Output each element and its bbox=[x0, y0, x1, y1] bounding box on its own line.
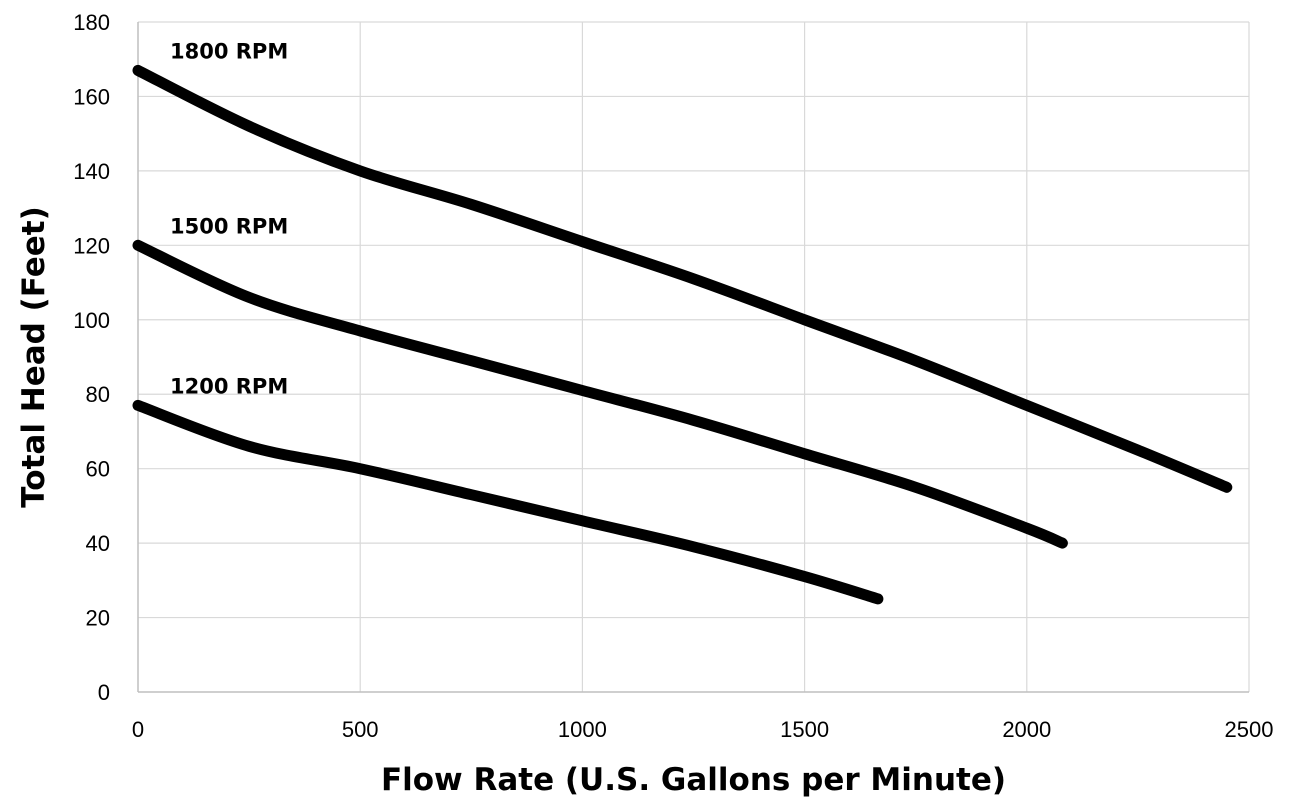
x-tick-label: 2500 bbox=[1225, 717, 1274, 742]
x-tick-label: 0 bbox=[132, 717, 144, 742]
y-tick-label: 140 bbox=[73, 159, 110, 184]
series-labels: 1800 RPM 1500 RPM 1200 RPM bbox=[170, 39, 288, 398]
gridlines bbox=[138, 21, 1250, 692]
tick-labels: 0 20 40 60 80 100 120 140 160 180 0 500 1000 1500 2000… bbox=[73, 10, 1273, 742]
series-curves bbox=[132, 64, 1233, 605]
series-label-1800-rpm: 1800 RPM bbox=[170, 39, 288, 63]
x-axis-title: Flow Rate (U.S. Gallons per Minute) bbox=[381, 762, 1006, 798]
y-tick-label: 40 bbox=[86, 531, 110, 556]
y-axis-title: Total Head (Feet) bbox=[16, 206, 52, 507]
x-tick-label: 500 bbox=[342, 717, 379, 742]
y-tick-label: 20 bbox=[86, 606, 110, 631]
x-tick-label: 1000 bbox=[558, 717, 607, 742]
y-tick-label: 100 bbox=[73, 308, 110, 333]
series-line-1200-rpm bbox=[132, 399, 884, 605]
y-tick-label: 180 bbox=[73, 10, 110, 35]
series-label-1500-rpm: 1500 RPM bbox=[170, 214, 288, 238]
x-tick-label: 2000 bbox=[1002, 717, 1051, 742]
series-line-1500-rpm bbox=[132, 239, 1068, 549]
series-line-1800-rpm bbox=[132, 64, 1233, 493]
series-label-1200-rpm: 1200 RPM bbox=[170, 374, 288, 398]
y-tick-label: 120 bbox=[73, 233, 110, 258]
x-tick-label: 1500 bbox=[780, 717, 829, 742]
y-tick-label: 0 bbox=[98, 680, 110, 705]
y-tick-label: 80 bbox=[86, 382, 110, 407]
y-tick-label: 160 bbox=[73, 84, 110, 109]
y-tick-label: 60 bbox=[86, 457, 110, 482]
axes bbox=[137, 22, 1249, 693]
